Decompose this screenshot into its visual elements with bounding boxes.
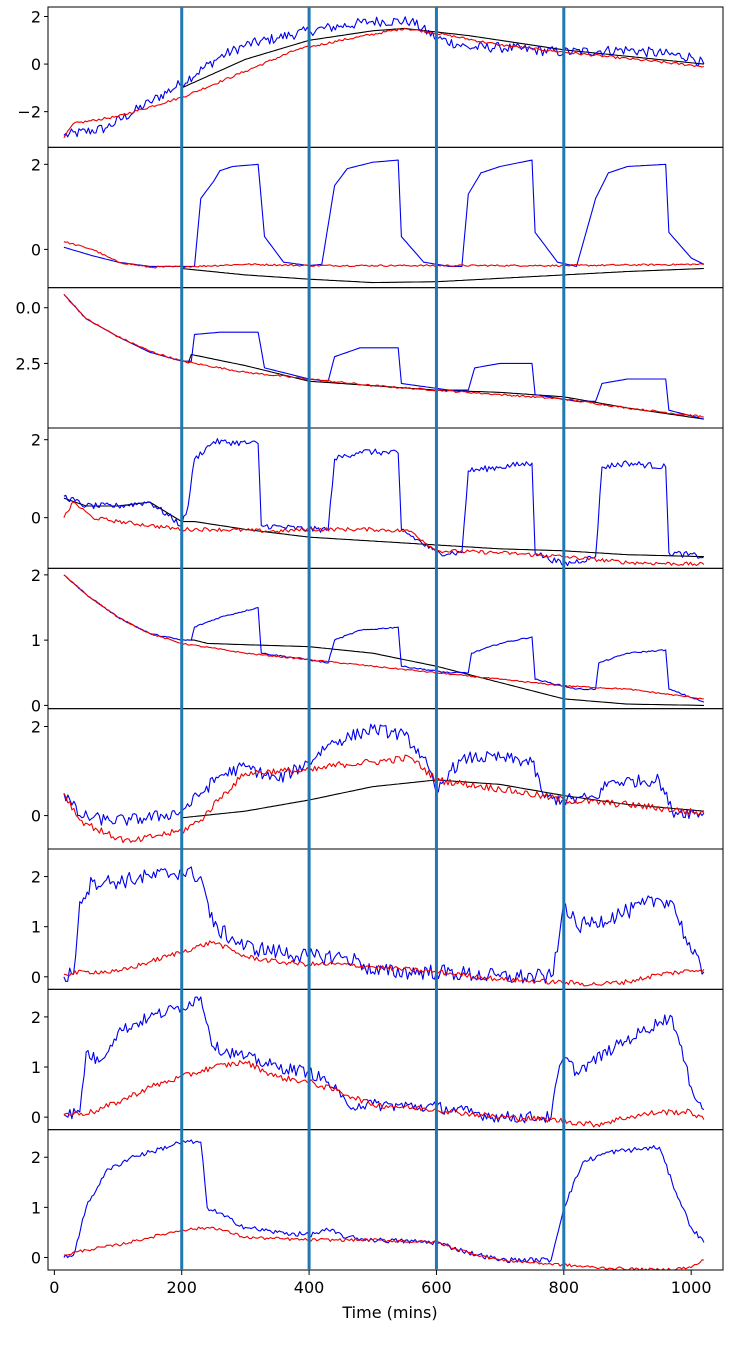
subplot-3: 0.0 2.5 — [16, 287, 724, 429]
y-tick-label: 2 — [31, 1148, 41, 1167]
vertical-markers — [180, 7, 566, 1270]
blue-series-line — [63, 1139, 705, 1264]
subplot-5-series — [63, 574, 705, 706]
y-tick-label: 2 — [31, 431, 41, 450]
blue-series-line — [63, 16, 705, 138]
y-tick-label: 2 — [31, 566, 41, 585]
y-tick-label: 1 — [31, 1198, 41, 1217]
subplot-7: 0 1 2 — [31, 848, 724, 990]
subplot-frame — [47, 1129, 724, 1271]
blue-series-line — [63, 574, 705, 703]
y-tick-label: 0 — [31, 1108, 41, 1127]
y-tick-label: 0 — [31, 696, 41, 715]
subplot-9: 0 1 2 — [31, 1129, 724, 1271]
subplot-4-series — [63, 438, 705, 567]
red-series-line — [63, 1060, 705, 1128]
y-tick-label: 0.0 — [16, 299, 41, 318]
subplot-5: 0 1 2 — [31, 566, 724, 715]
x-axis-label: Time (mins) — [341, 1303, 437, 1322]
subplot-frame — [47, 848, 724, 990]
y-tick-label: 0 — [31, 240, 41, 259]
subplot-2-series — [63, 159, 705, 284]
x-tick-label: 600 — [421, 1278, 452, 1297]
subplot-frame — [47, 567, 724, 710]
subplot-3-series — [63, 293, 705, 420]
blue-series-line — [63, 293, 705, 420]
red-series-line — [63, 27, 705, 139]
red-series-line — [63, 1226, 704, 1270]
black-series-line — [181, 27, 704, 89]
subplot-frame — [47, 427, 724, 569]
red-series-line — [63, 241, 704, 269]
blue-series-line — [63, 723, 705, 826]
blue-series-line — [63, 996, 705, 1124]
red-series-line — [63, 293, 704, 418]
subplot-8: 0 1 2 — [31, 988, 724, 1131]
subplot-4: 02 — [31, 427, 724, 569]
red-series-line — [63, 574, 704, 700]
y-tick-label: 1 — [31, 631, 41, 650]
y-tick-label: 0 — [31, 1248, 41, 1267]
x-tick-label: 1000 — [671, 1278, 712, 1297]
subplot-1: −2 0 2 — [17, 6, 724, 148]
subplot-1-series — [63, 16, 705, 139]
y-tick-label: 2 — [31, 868, 41, 887]
y-tick-label: 2 — [31, 717, 41, 736]
y-tick-label: 1 — [31, 1058, 41, 1077]
black-series-line — [63, 497, 704, 558]
y-tick-label: 1 — [31, 918, 41, 937]
subplot-2: 02 — [31, 146, 724, 289]
y-tick-label: 0 — [31, 55, 41, 74]
y-tick-label: 0 — [31, 509, 41, 528]
blue-series-line — [63, 866, 705, 984]
red-series-line — [63, 940, 705, 987]
y-tick-label: 0 — [31, 807, 41, 826]
subplot-8-series — [63, 996, 705, 1128]
x-tick-label: 0 — [49, 1278, 59, 1297]
subplot-9-series — [63, 1139, 705, 1270]
x-tick-label: 800 — [549, 1278, 580, 1297]
black-series-line — [187, 353, 704, 420]
x-tick-label: 400 — [294, 1278, 325, 1297]
subplot-6: 02 — [31, 708, 724, 850]
y-tick-label: 2 — [31, 1008, 41, 1027]
subplot-frame — [47, 6, 724, 148]
blue-series-line — [63, 438, 705, 567]
y-tick-label: 2 — [31, 155, 41, 174]
subplot-frame — [47, 988, 724, 1131]
black-series-line — [181, 779, 704, 819]
subplot-6-series — [63, 723, 705, 844]
black-series-line — [181, 267, 704, 284]
red-series-line — [63, 754, 705, 844]
y-tick-label: 2.5 — [16, 354, 41, 373]
subplot-7-series — [63, 866, 705, 987]
y-tick-label: −2 — [17, 103, 41, 122]
y-tick-label: 0 — [31, 968, 41, 987]
x-axis: Time (mins) 0 200 400 600 800 1000 — [49, 1270, 712, 1322]
blue-series-line — [63, 159, 705, 267]
subplot-frame — [47, 708, 724, 850]
black-series-line — [188, 639, 704, 706]
red-series-line — [63, 501, 705, 567]
y-tick-label: 2 — [31, 8, 41, 27]
x-tick-label: 200 — [166, 1278, 197, 1297]
